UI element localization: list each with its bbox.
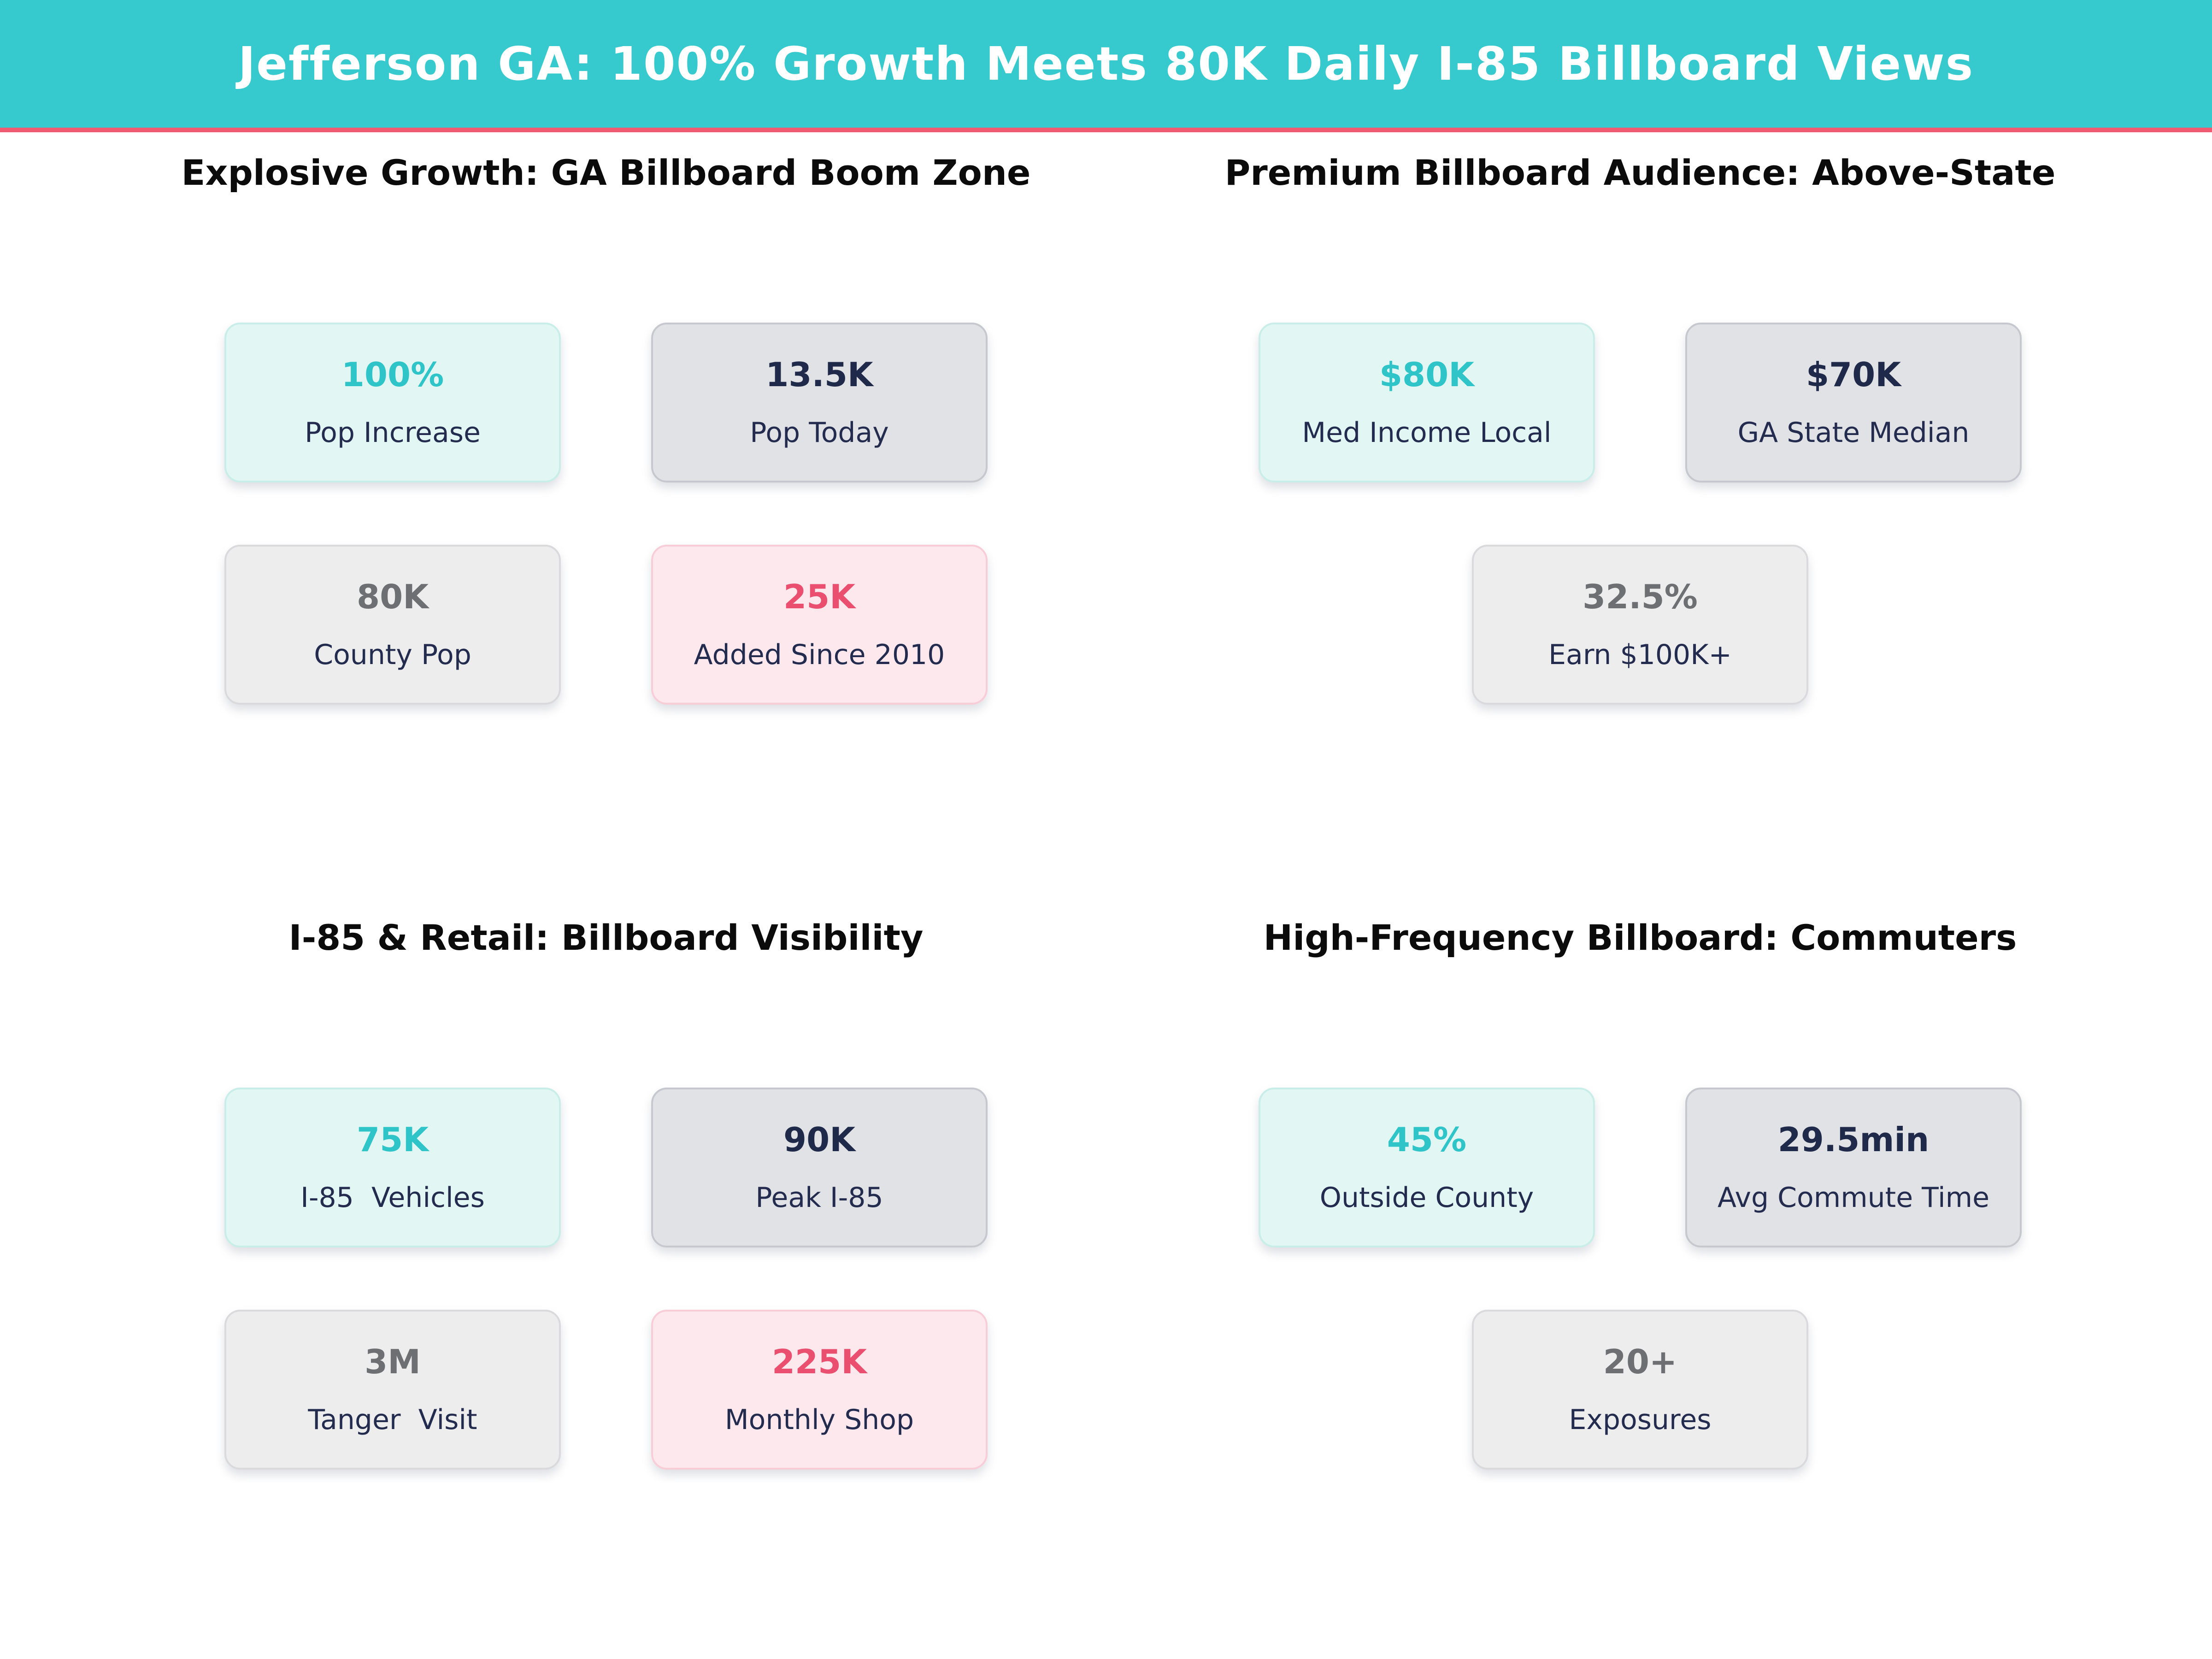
stat-label: Pop Increase bbox=[305, 416, 481, 449]
stat-value: 90K bbox=[783, 1120, 855, 1159]
stat-card-pop-today: 13.5K Pop Today bbox=[651, 323, 988, 482]
stat-label: Added Since 2010 bbox=[694, 638, 945, 671]
page-title: Jefferson GA: 100% Growth Meets 80K Dail… bbox=[238, 37, 1974, 91]
stat-value: 80K bbox=[357, 577, 429, 616]
stat-card-i85-vehicles: 75K I-85 Vehicles bbox=[224, 1088, 561, 1247]
stat-value: 45% bbox=[1387, 1120, 1467, 1159]
quadrant-audience-title: Premium Billboard Audience: Above-State bbox=[1224, 152, 2056, 193]
stat-value: $70K bbox=[1806, 355, 1901, 394]
quadrant-visibility: I-85 & Retail: Billboard Visibility 75K … bbox=[122, 917, 1090, 1470]
stat-card-pop-increase: 100% Pop Increase bbox=[224, 323, 561, 482]
quadrant-commuters-title: High-Frequency Billboard: Commuters bbox=[1263, 917, 2017, 958]
stat-label: Avg Commute Time bbox=[1717, 1181, 1990, 1214]
stat-card-ga-state-median: $70K GA State Median bbox=[1685, 323, 2022, 482]
stat-value: 32.5% bbox=[1583, 577, 1698, 616]
stat-card-county-pop: 80K County Pop bbox=[224, 545, 561, 705]
stat-label: Monthly Shop bbox=[724, 1403, 914, 1436]
stat-label: Pop Today bbox=[750, 416, 889, 449]
stat-value: 100% bbox=[341, 355, 444, 394]
stat-card-outside-county: 45% Outside County bbox=[1259, 1088, 1595, 1247]
stat-label: Tanger Visit bbox=[308, 1403, 477, 1436]
stat-card-monthly-shop: 225K Monthly Shop bbox=[651, 1310, 988, 1470]
stat-value: 25K bbox=[783, 577, 855, 616]
stat-label: Exposures bbox=[1569, 1403, 1712, 1436]
stat-value: 75K bbox=[357, 1120, 429, 1159]
stat-value: 20+ bbox=[1603, 1342, 1677, 1381]
stat-label: Peak I-85 bbox=[755, 1181, 883, 1214]
quadrant-audience-cards: $80K Med Income Local $70K GA State Medi… bbox=[1156, 323, 2124, 705]
stat-card-avg-commute-time: 29.5min Avg Commute Time bbox=[1685, 1088, 2022, 1247]
stat-label: GA State Median bbox=[1737, 416, 1970, 449]
stat-card-tanger-visit: 3M Tanger Visit bbox=[224, 1310, 561, 1470]
stat-value: 13.5K bbox=[765, 355, 873, 394]
quadrant-audience: Premium Billboard Audience: Above-State … bbox=[1156, 152, 2124, 705]
header-banner: Jefferson GA: 100% Growth Meets 80K Dail… bbox=[0, 0, 2212, 132]
stat-value: 3M bbox=[365, 1342, 421, 1381]
stat-label: I-85 Vehicles bbox=[300, 1181, 485, 1214]
stat-card-exposures: 20+ Exposures bbox=[1472, 1310, 1808, 1470]
quadrant-visibility-title: I-85 & Retail: Billboard Visibility bbox=[288, 917, 924, 958]
stat-label: Med Income Local bbox=[1302, 416, 1552, 449]
stat-value: $80K bbox=[1379, 355, 1475, 394]
stat-card-earn-100k: 32.5% Earn $100K+ bbox=[1472, 545, 1808, 705]
quadrant-visibility-cards: 75K I-85 Vehicles 90K Peak I-85 3M Tange… bbox=[122, 1088, 1090, 1470]
stat-label: Outside County bbox=[1319, 1181, 1534, 1214]
stat-card-added-since-2010: 25K Added Since 2010 bbox=[651, 545, 988, 705]
stat-card-med-income-local: $80K Med Income Local bbox=[1259, 323, 1595, 482]
quadrant-growth-title: Explosive Growth: GA Billboard Boom Zone bbox=[181, 152, 1031, 193]
stat-value: 29.5min bbox=[1777, 1120, 1930, 1159]
stat-card-peak-i85: 90K Peak I-85 bbox=[651, 1088, 988, 1247]
quadrant-commuters-cards: 45% Outside County 29.5min Avg Commute T… bbox=[1156, 1088, 2124, 1470]
quadrant-commuters: High-Frequency Billboard: Commuters 45% … bbox=[1156, 917, 2124, 1470]
quadrant-growth-cards: 100% Pop Increase 13.5K Pop Today 80K Co… bbox=[122, 323, 1090, 705]
quadrant-growth: Explosive Growth: GA Billboard Boom Zone… bbox=[122, 152, 1090, 705]
stat-value: 225K bbox=[771, 1342, 867, 1381]
stat-label: Earn $100K+ bbox=[1548, 638, 1732, 671]
stat-label: County Pop bbox=[314, 638, 471, 671]
